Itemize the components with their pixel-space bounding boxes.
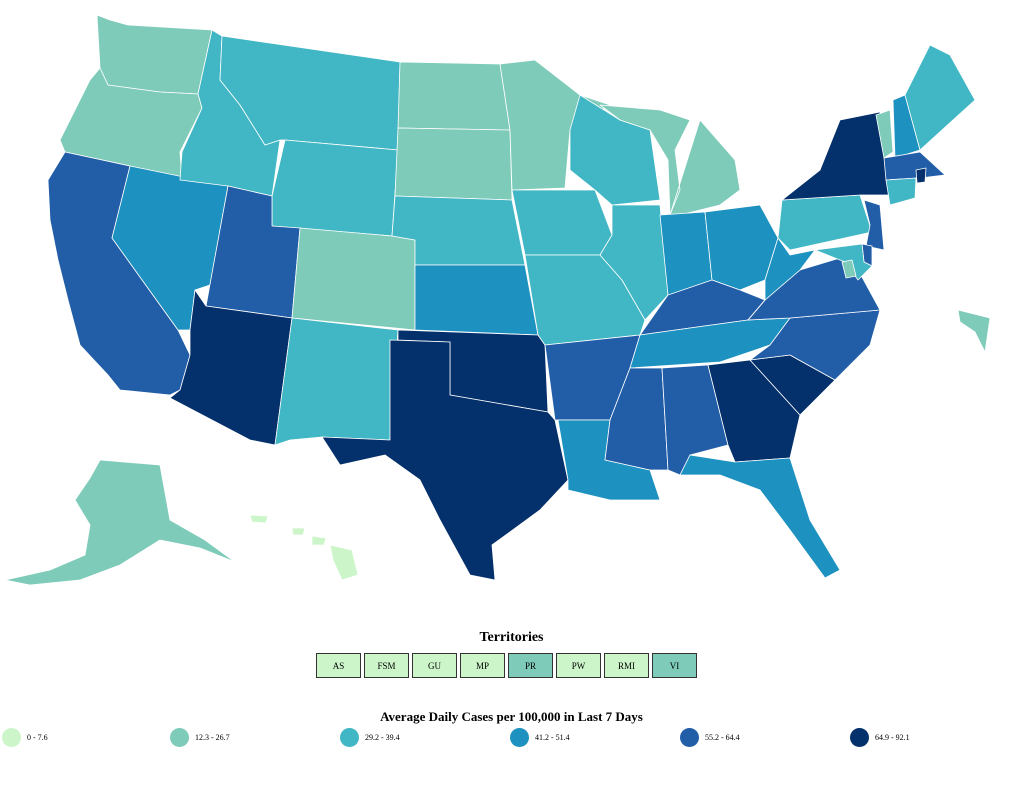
state-wy[interactable] — [271, 139, 399, 237]
state-co[interactable] — [291, 227, 416, 331]
state-ct[interactable] — [885, 177, 917, 206]
legend-swatch — [340, 728, 359, 747]
territories-title: Territories — [479, 630, 544, 645]
state-nj[interactable] — [863, 199, 885, 251]
legend-swatch — [2, 728, 21, 747]
legend-item: 64.9 - 92.1 — [850, 728, 910, 747]
legend: 0 - 7.6 12.3 - 26.7 29.2 - 39.4 41.2 - 51.4… — [0, 728, 1023, 752]
territory-button-mp[interactable]: MP — [460, 653, 505, 678]
legend-label: 29.2 - 39.4 — [365, 733, 400, 742]
legend-swatch — [850, 728, 869, 747]
state-ny[interactable] — [781, 111, 893, 201]
state-ma[interactable] — [883, 151, 946, 181]
legend-item: 55.2 - 64.4 — [680, 728, 740, 747]
territory-button-rmi[interactable]: RMI — [604, 653, 649, 678]
legend-item: 41.2 - 51.4 — [510, 728, 570, 747]
territory-button-as[interactable]: AS — [316, 653, 361, 678]
legend-label: 0 - 7.6 — [27, 733, 48, 742]
legend-item: 29.2 - 39.4 — [340, 728, 400, 747]
state-tx[interactable] — [321, 339, 569, 581]
legend-label: 64.9 - 92.1 — [875, 733, 910, 742]
territory-pr-map[interactable] — [957, 309, 991, 353]
legend-label: 55.2 - 64.4 — [705, 733, 740, 742]
legend-label: 41.2 - 51.4 — [535, 733, 570, 742]
state-pa[interactable] — [777, 194, 873, 251]
territory-button-pr[interactable]: PR — [508, 653, 553, 678]
legend-item: 0 - 7.6 — [2, 728, 48, 747]
state-vt[interactable] — [875, 109, 894, 159]
state-hi[interactable] — [249, 514, 359, 581]
state-wa[interactable] — [96, 14, 213, 95]
state-ak[interactable] — [4, 459, 236, 586]
legend-swatch — [680, 728, 699, 747]
territory-button-gu[interactable]: GU — [412, 653, 457, 678]
legend-label: 12.3 - 26.7 — [195, 733, 230, 742]
legend-item: 12.3 - 26.7 — [170, 728, 230, 747]
legend-title: Average Daily Cases per 100,000 in Last … — [380, 709, 643, 724]
state-nd[interactable] — [397, 61, 511, 131]
state-ks[interactable] — [414, 264, 539, 336]
state-wv[interactable] — [747, 237, 816, 321]
us-choropleth-map — [4, 14, 991, 586]
state-me[interactable] — [904, 44, 976, 151]
territory-button-fsm[interactable]: FSM — [364, 653, 409, 678]
state-dc[interactable] — [841, 259, 857, 279]
legend-swatch — [510, 728, 529, 747]
territories-row: AS FSM GU MP PR PW RMI VI — [316, 653, 697, 678]
state-ia[interactable] — [511, 189, 613, 256]
state-ri[interactable] — [915, 167, 927, 184]
legend-swatch — [170, 728, 189, 747]
state-mi[interactable] — [599, 104, 741, 216]
state-fl[interactable] — [679, 454, 841, 579]
state-nm[interactable] — [274, 317, 399, 446]
territory-button-pw[interactable]: PW — [556, 653, 601, 678]
territory-button-vi[interactable]: VI — [652, 653, 697, 678]
state-sd[interactable] — [394, 127, 513, 201]
